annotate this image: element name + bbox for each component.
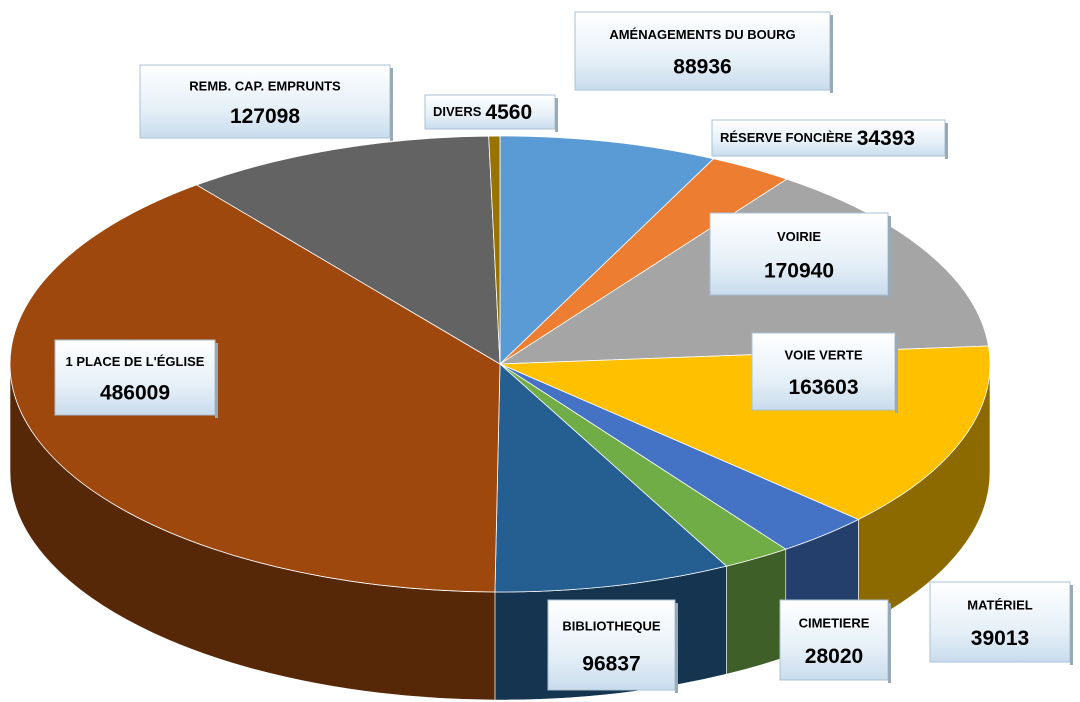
label-shadow: [1070, 585, 1073, 665]
label-box: [779, 599, 889, 681]
label-shadow: [888, 603, 891, 683]
value-label: 163603: [788, 376, 858, 399]
label-box: [424, 94, 556, 130]
label-box: [139, 64, 391, 139]
value-label: 486009: [100, 382, 170, 405]
label-shadow: [945, 123, 948, 159]
category-label: CIMETIERE: [799, 615, 870, 630]
category-label: MATÉRIEL: [967, 597, 1033, 612]
category-label: VOIE VERTE: [784, 348, 862, 363]
label-shadow: [895, 336, 898, 413]
pie-tops: [9, 135, 991, 593]
value-label: 96837: [582, 652, 640, 675]
label-box: [751, 332, 896, 411]
category-label: REMB. CAP. EMPRUNTS: [189, 78, 341, 93]
value-label: 34393: [857, 127, 915, 150]
value-label: 28020: [805, 645, 863, 668]
label-box: [547, 599, 676, 691]
label-shadow: [888, 216, 891, 298]
label-shadow: [555, 98, 558, 132]
data-label: RÉSERVE FONCIÈRE 34393: [720, 127, 915, 150]
label-shadow: [390, 68, 393, 141]
category-label: RÉSERVE FONCIÈRE: [720, 130, 853, 145]
category-label: 1 PLACE DE L'ÉGLISE: [66, 354, 205, 369]
value-label: 39013: [971, 627, 1029, 650]
value-label: 88936: [673, 56, 731, 79]
label-box: [711, 119, 946, 157]
label-shadow: [830, 15, 833, 93]
label-box: [574, 11, 831, 91]
category-label: AMÉNAGEMENTS DU BOURG: [609, 27, 795, 42]
pie-slice: [499, 135, 715, 365]
pie-slice: [494, 363, 728, 593]
pie-side: [726, 548, 787, 675]
value-label: 170940: [764, 260, 834, 283]
category-label: VOIRIE: [777, 229, 821, 244]
category-label: DIVERS: [433, 104, 482, 119]
label-shadow: [675, 603, 678, 693]
value-label: 4560: [485, 101, 532, 124]
data-labels: AMÉNAGEMENTS DU BOURG 88936 RÉSERVE FONCIÈ…: [54, 11, 1073, 693]
value-label: 127098: [230, 105, 300, 128]
label-box: [929, 581, 1071, 663]
category-label: BIBLIOTHEQUE: [562, 618, 661, 633]
pie-slice: [9, 184, 501, 593]
pie-slice: [195, 135, 501, 365]
label-box: [54, 339, 216, 416]
pie-slice: [488, 135, 501, 365]
data-label: DIVERS 4560: [433, 101, 532, 124]
label-shadow: [215, 343, 218, 418]
label-box: [709, 212, 889, 296]
